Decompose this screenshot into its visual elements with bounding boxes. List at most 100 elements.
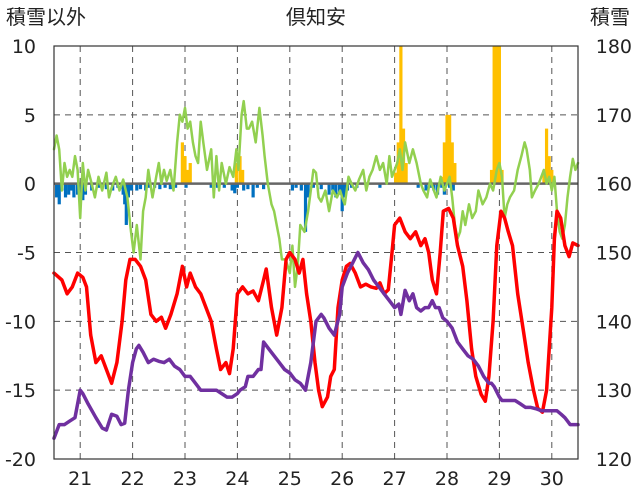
snowfall-bar-20 bbox=[495, 46, 499, 184]
left-tick-label: -5 bbox=[17, 243, 36, 265]
negative-bar-36 bbox=[235, 183, 239, 188]
negative-bar-4 bbox=[67, 183, 71, 195]
negative-bar-59 bbox=[416, 183, 420, 188]
negative-bar-51 bbox=[334, 183, 338, 198]
negative-bar-42 bbox=[290, 183, 295, 191]
negative-bar-33 bbox=[222, 183, 226, 188]
series-line-2 bbox=[52, 99, 580, 289]
negative-bar-9 bbox=[81, 183, 85, 201]
negative-bar-47 bbox=[311, 183, 315, 188]
right-tick-label: 120 bbox=[596, 449, 632, 471]
negative-bar-1 bbox=[57, 183, 61, 205]
x-tick-label: 30 bbox=[540, 468, 564, 490]
right-tick-label: 180 bbox=[596, 36, 632, 58]
snowfall-bar-24 bbox=[544, 128, 549, 184]
negative-bar-52 bbox=[337, 183, 342, 195]
snowfall-bar-26 bbox=[550, 169, 554, 184]
right-tick-label: 170 bbox=[596, 105, 632, 127]
plot-frame bbox=[53, 45, 579, 460]
negative-bar-44 bbox=[299, 183, 303, 191]
snowfall-bar-6 bbox=[241, 169, 245, 184]
negative-bar-0 bbox=[55, 183, 59, 198]
negative-bar-58 bbox=[378, 183, 382, 188]
negative-bar-31 bbox=[209, 183, 213, 188]
chart-title: 倶知安 bbox=[286, 5, 346, 29]
x-tick-labels: 21 22 23 24 25 26 27 28 29 30 bbox=[68, 468, 564, 490]
negative-bar-39 bbox=[251, 183, 255, 198]
left-tick-label: 10 bbox=[12, 36, 36, 58]
negative-bar-40 bbox=[255, 183, 259, 188]
negative-bar-37 bbox=[242, 183, 246, 191]
negative-bar-46 bbox=[306, 183, 310, 198]
right-tick-labels: 180 170 160 150 140 130 120 bbox=[596, 36, 632, 471]
negative-bar-26 bbox=[158, 183, 162, 190]
snowfall-bar-5 bbox=[238, 156, 242, 184]
negative-bar-64 bbox=[440, 183, 444, 188]
x-tick-label: 25 bbox=[278, 468, 302, 490]
negative-bar-28 bbox=[168, 183, 172, 190]
negative-bar-13 bbox=[104, 183, 108, 190]
series-layer bbox=[52, 99, 580, 441]
x-tick-label: 21 bbox=[68, 468, 92, 490]
negative-bar-49 bbox=[327, 183, 331, 195]
right-tick-label: 140 bbox=[596, 311, 632, 333]
snowfall-bar-21 bbox=[497, 46, 501, 184]
x-tick-label: 27 bbox=[383, 468, 407, 490]
negative-bar-38 bbox=[246, 183, 250, 190]
snowfall-bar-14 bbox=[445, 114, 449, 184]
series-line-0 bbox=[52, 206, 580, 414]
negative-bar-3 bbox=[63, 183, 68, 198]
negative-bar-54 bbox=[343, 183, 347, 198]
negative-bar-24 bbox=[146, 183, 150, 188]
snowfall-bar-11 bbox=[404, 163, 408, 184]
negative-bar-34 bbox=[230, 183, 234, 191]
negative-bar-35 bbox=[233, 183, 237, 194]
negative-bar-8 bbox=[78, 183, 82, 191]
left-tick-label: 5 bbox=[24, 105, 36, 127]
snowfall-bar-7 bbox=[394, 172, 398, 184]
snowfall-bar-13 bbox=[442, 142, 446, 184]
left-tick-label: -15 bbox=[5, 380, 36, 402]
snowfall-bar-23 bbox=[542, 169, 546, 184]
negative-bar-30 bbox=[184, 183, 188, 188]
negative-bar-43 bbox=[294, 183, 298, 188]
negative-bar-5 bbox=[69, 183, 73, 191]
snowfall-bar-9 bbox=[399, 46, 403, 184]
x-tick-label: 29 bbox=[487, 468, 511, 490]
x-tick-label: 23 bbox=[173, 468, 197, 490]
right-tick-label: 130 bbox=[596, 380, 632, 402]
snowfall-bar-4 bbox=[234, 163, 238, 184]
snowfall-bar-3 bbox=[188, 163, 192, 184]
negative-bar-48 bbox=[319, 183, 323, 190]
series-line-1 bbox=[52, 250, 580, 441]
x-tick-label: 28 bbox=[435, 468, 459, 490]
snowfall-bar-18 bbox=[489, 169, 494, 184]
negative-bar-29 bbox=[173, 183, 178, 188]
right-tick-label: 160 bbox=[596, 174, 632, 196]
left-tick-label: 0 bbox=[24, 174, 36, 196]
negative-bar-18 bbox=[124, 183, 128, 225]
x-tick-label: 24 bbox=[225, 468, 249, 490]
snowfall-bar-17 bbox=[453, 163, 457, 184]
negative-bar-45 bbox=[303, 183, 308, 232]
snowfall-bar-2 bbox=[186, 169, 190, 184]
snowfall-bar-1 bbox=[183, 156, 187, 184]
left-axis-label: 積雪以外 bbox=[6, 5, 86, 29]
negative-bar-50 bbox=[331, 183, 335, 191]
snowfall-bar-0 bbox=[180, 142, 184, 184]
left-tick-labels: 10 5 0 -5 -10 -15 -20 bbox=[5, 36, 36, 471]
left-tick-label: -20 bbox=[5, 449, 36, 471]
snowfall-bar-16 bbox=[450, 142, 454, 184]
negative-bar-19 bbox=[126, 183, 131, 198]
negative-bar-27 bbox=[163, 183, 167, 188]
negative-bar-41 bbox=[262, 183, 266, 190]
x-tick-label: 26 bbox=[330, 468, 354, 490]
snowfall-bar-19 bbox=[492, 46, 496, 184]
negative-bar-22 bbox=[138, 183, 143, 190]
negative-bar-12 bbox=[96, 183, 101, 188]
left-tick-label: -10 bbox=[5, 311, 36, 333]
negative-bar-21 bbox=[135, 183, 139, 191]
negative-bar-6 bbox=[72, 183, 76, 198]
negative-bar-60 bbox=[424, 183, 428, 191]
